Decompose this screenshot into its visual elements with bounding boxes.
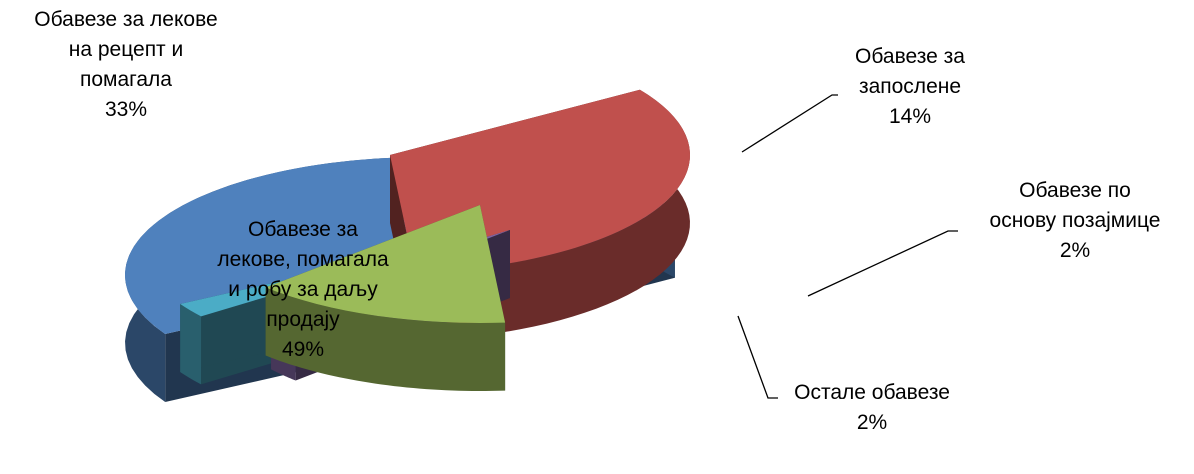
slice-percent: 2%: [1059, 239, 1091, 262]
pie-slice-employees: [265, 205, 506, 391]
pie-slice-top-employees: [265, 205, 506, 323]
slice-label-line: помагала: [80, 68, 172, 91]
slice-label-line: Обавезе за: [248, 218, 358, 241]
slice-percent: 49%: [281, 338, 325, 361]
slice-label-line: лекове, помагала: [217, 248, 389, 271]
slice-label-line: Обавезе за: [855, 45, 965, 68]
slice-label-line: основу позајмице: [989, 209, 1161, 232]
slice-label-line: Обавезе за лекове: [34, 8, 218, 31]
slice-label-line: и робу за даљу: [228, 278, 378, 301]
pie-slice-rim-other: [180, 304, 202, 385]
slice-label-employees: Обавезе за запослене 14%: [820, 42, 1000, 132]
slice-label-line: на рецепт и: [68, 38, 184, 61]
pie-slice-rim-employees: [265, 287, 506, 391]
slice-percent: 2%: [856, 411, 888, 434]
slice-label-line: Обавезе по: [1019, 179, 1131, 202]
slice-label-loans: Обавезе по основу позајмице 2%: [960, 176, 1190, 266]
slice-label-goods: Обавезе за лекове, помагала и робу за да…: [183, 215, 423, 365]
slice-label-line: запослене: [858, 75, 962, 98]
slice-label-other: Остале обавезе 2%: [762, 378, 982, 438]
slice-label-prescriptions: Обавезе за лекове на рецепт и помагала 3…: [0, 5, 252, 125]
leader-line-employees: [741, 94, 838, 153]
slice-percent: 14%: [888, 105, 932, 128]
leader-line-loans: [807, 230, 958, 297]
slice-percent: 33%: [104, 98, 148, 121]
slice-label-line: продају: [266, 308, 340, 331]
leader-line-other: [737, 315, 778, 399]
slice-label-line: Остале обавезе: [794, 381, 950, 404]
